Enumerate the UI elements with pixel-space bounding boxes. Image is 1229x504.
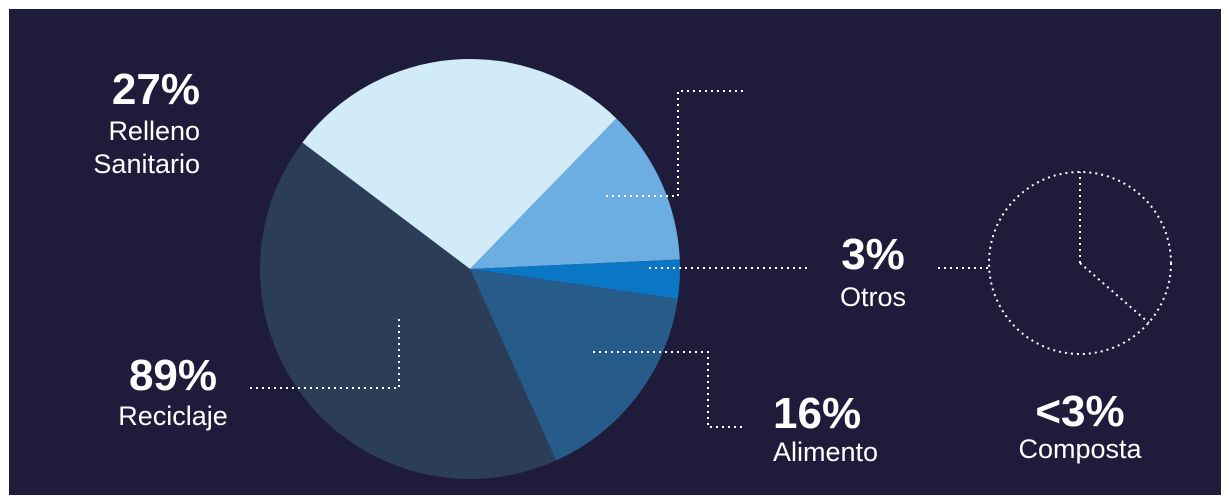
pie-slice-relleno [302, 59, 617, 270]
label-composta-pct: <3% [1035, 387, 1124, 436]
composta-radius-diagonal [1079, 262, 1150, 324]
label-otros-name: Otros [840, 282, 906, 312]
pie-slice-otros-light [470, 118, 680, 269]
label-reciclaje-name: Reciclaje [118, 401, 228, 431]
leader-line-top [606, 90, 747, 197]
pie-slices [260, 59, 680, 480]
label-relleno-line1: Relleno [108, 116, 200, 146]
composta-mini-pie [988, 171, 1172, 355]
label-composta-name: Composta [1018, 434, 1142, 464]
pie-slice-reciclaje [260, 142, 557, 480]
pie-slice-alimento [470, 269, 678, 461]
label-alimento-name: Alimento [773, 437, 878, 467]
label-otros-pct: 3% [841, 230, 905, 279]
label-reciclaje-pct: 89% [129, 351, 217, 400]
label-relleno-pct: 27% [112, 65, 200, 114]
label-relleno-line2: Sanitario [93, 149, 200, 179]
label-alimento-pct: 16% [773, 389, 861, 438]
pie-chart: 27% Relleno Sanitario 89% Reciclaje 3% O… [93, 59, 1172, 480]
pie-slice-otros [470, 259, 680, 299]
chart-frame: 27% Relleno Sanitario 89% Reciclaje 3% O… [9, 9, 1221, 495]
composta-circle [988, 171, 1172, 355]
